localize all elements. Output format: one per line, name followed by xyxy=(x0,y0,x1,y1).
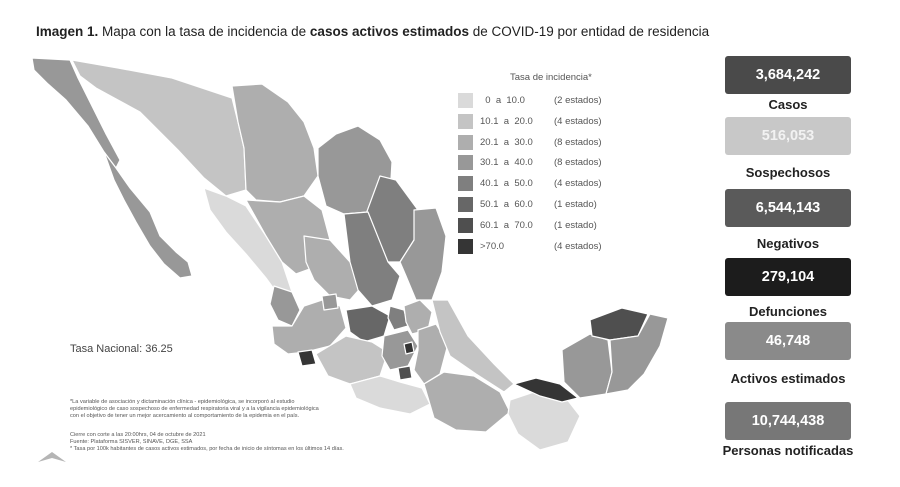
legend-count: (8 estados) xyxy=(554,136,602,148)
legend-range: >70.0 xyxy=(480,240,505,252)
legend-swatch xyxy=(458,93,473,108)
title-middle: Mapa con la tasa de incidencia de xyxy=(98,24,310,39)
legend-range: 30.1 a 40.0 xyxy=(480,157,533,169)
legend-swatch xyxy=(458,217,473,233)
legend-count: (4 estados) xyxy=(554,115,602,127)
state-campeche[interactable] xyxy=(561,333,613,399)
legend-title: Tasa de incidencia* xyxy=(510,72,592,83)
legend-count: (4 estados) xyxy=(554,240,602,252)
state-veracruz[interactable] xyxy=(431,299,515,393)
state-sonora[interactable] xyxy=(71,59,247,197)
state-tamaulipas[interactable] xyxy=(399,207,447,301)
state-tabasco[interactable] xyxy=(513,377,579,403)
stat-label: Sospechosos xyxy=(745,165,831,180)
state-baja-california-sur[interactable] xyxy=(103,151,193,279)
compass-icon xyxy=(38,452,66,462)
title-suffix: de COVID-19 por entidad de residencia xyxy=(469,24,710,39)
stat-value-box: 279,104 xyxy=(725,258,851,296)
legend-range: 10.1 a 20.0 xyxy=(480,115,533,127)
footnote-line: con el objetivo de tener un mejor acerca… xyxy=(70,413,300,419)
title-bold: casos activos estimados xyxy=(309,24,470,39)
national-rate: Tasa Nacional: 36.25 xyxy=(70,343,173,355)
legend-swatch xyxy=(458,238,473,254)
footnote-line: Cierre con corte a las 20:00hrs, 04 de o… xyxy=(70,432,206,438)
state-jalisco[interactable] xyxy=(271,299,347,355)
page-title: Imagen 1. Mapa con la tasa de incidencia… xyxy=(36,24,709,39)
stat-value-box: 46,748 xyxy=(725,322,851,360)
state-cdmx[interactable] xyxy=(403,341,415,355)
stat-label: Casos xyxy=(768,97,808,112)
footnote-line: *La variable de asociación y dictaminaci… xyxy=(70,399,295,405)
stat-label: Personas notificadas xyxy=(722,443,854,458)
footnote-line: * Tasa por 100k habitantes de casos acti… xyxy=(70,446,344,452)
state-queretaro[interactable] xyxy=(387,305,409,331)
stat-label: Activos estimados xyxy=(730,371,846,386)
stat-value-box: 3,684,242 xyxy=(725,56,851,94)
state-zacatecas[interactable] xyxy=(303,235,365,301)
footnote-line: Fuente: Plataforma SISVER, SINAVE, DGE, … xyxy=(70,439,193,445)
legend-range: 50.1 a 60.0 xyxy=(480,199,533,210)
footnote-line: epidemiológico de caso sospechoso de enf… xyxy=(70,406,319,412)
legend-range: 40.1 a 50.0 xyxy=(480,178,533,190)
state-morelos[interactable] xyxy=(397,365,413,381)
state-colima[interactable] xyxy=(297,349,317,367)
state-san-luis-potosi[interactable] xyxy=(343,211,401,307)
legend-swatch xyxy=(458,155,473,171)
legend-range: 20.1 a 30.0 xyxy=(480,136,533,148)
state-guerrero[interactable] xyxy=(349,375,431,415)
legend-count: (1 estado) xyxy=(554,219,597,231)
stat-label: Negativos xyxy=(756,236,820,251)
state-quintana-roo[interactable] xyxy=(605,313,669,395)
legend-swatch xyxy=(458,176,473,192)
legend-swatch xyxy=(458,197,473,212)
state-michoacan[interactable] xyxy=(315,335,389,385)
title-prefix: Imagen 1. xyxy=(36,24,99,39)
legend-swatch xyxy=(458,113,473,129)
stat-label: Defunciones xyxy=(748,304,827,319)
stat-value-box: 516,053 xyxy=(725,117,851,155)
legend-range: 0 a 10.0 xyxy=(480,95,525,106)
state-aguascalientes[interactable] xyxy=(321,293,339,311)
legend-count: (2 estados) xyxy=(554,95,602,106)
legend-range: 60.1 a 70.0 xyxy=(480,219,533,231)
legend-count: (4 estados) xyxy=(554,178,602,190)
legend-count: (8 estados) xyxy=(554,157,602,169)
legend-count: (1 estado) xyxy=(554,199,597,210)
legend-swatch xyxy=(458,134,473,150)
stat-value-box: 6,544,143 xyxy=(725,189,851,227)
stat-value-box: 10,744,438 xyxy=(725,402,851,440)
